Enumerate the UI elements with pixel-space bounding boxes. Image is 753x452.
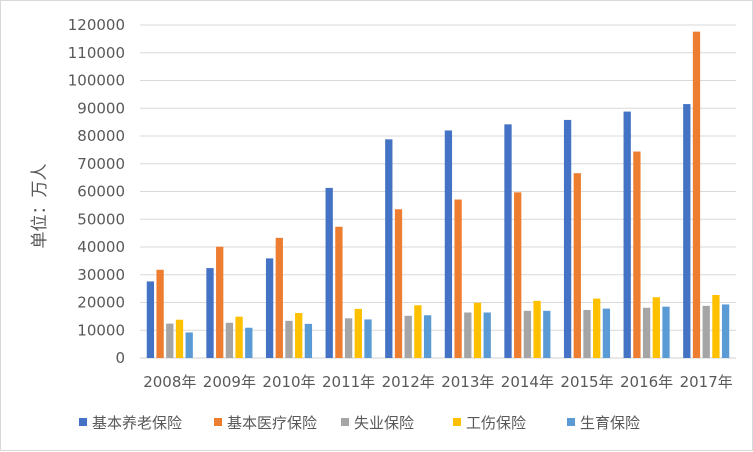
bar [504,124,512,358]
legend-label: 工伤保险 [466,414,526,432]
x-tick-label: 2011年 [322,373,375,391]
bar [385,139,393,358]
bar [175,319,184,358]
legend-swatch [341,418,349,426]
y-tick-label: 90000 [77,99,125,117]
bar [423,315,432,358]
bar [295,313,303,358]
x-tick-label: 2008年 [143,373,196,391]
bar [304,323,313,358]
legend-swatch [79,418,87,426]
bar [344,318,353,358]
y-tick-label: 30000 [77,266,125,284]
y-axis: 0 10000 20000 30000 40000 50000 60000 70000 8000… [68,16,125,367]
bar [543,310,551,358]
bar [533,300,541,358]
bars [146,31,730,359]
bar [683,104,691,359]
legend-item: 失业保险 [341,414,414,432]
y-tick-label: 80000 [77,127,125,145]
bar [652,297,660,358]
x-tick-label: 2017年 [680,373,733,391]
bar [245,327,253,358]
bar [364,319,372,358]
x-tick-label: 2013年 [441,373,494,391]
y-tick-label: 120000 [68,16,125,34]
bar [394,209,403,358]
bar [712,295,720,358]
y-axis-label: 单位：万人 [30,164,50,249]
bar [454,199,462,358]
legend-item: 工伤保险 [453,414,526,432]
legend-item: 基本养老保险 [79,414,182,432]
legend-swatch [214,418,222,426]
bar [721,304,730,358]
bar [444,130,453,358]
legend-label: 生育保险 [580,414,640,432]
y-tick-label: 110000 [68,44,125,62]
bar [563,119,572,358]
y-tick-label: 0 [115,349,125,367]
bar [354,308,362,358]
bar [335,226,343,358]
y-tick-label: 70000 [77,155,125,173]
bar [414,305,422,358]
x-axis: 2008年 2009年 2010年 2011年 2012年 2013年 2014年 2015年… [143,373,733,391]
legend-label: 基本医疗保险 [227,414,317,432]
bar [573,173,581,358]
x-tick-label: 2014年 [501,373,554,391]
gridlines [140,24,736,359]
bar [235,316,243,358]
bar [146,281,155,358]
bar [285,320,293,358]
bar [206,268,214,358]
bar [642,307,651,358]
legend-swatch [567,418,575,426]
bar [216,246,224,358]
legend-label: 失业保险 [354,414,414,432]
legend-item: 生育保险 [567,414,640,432]
bar [623,111,631,358]
bar [483,312,491,358]
y-tick-label: 40000 [77,238,125,256]
bar [166,323,174,358]
x-tick-label: 2015年 [560,373,613,391]
y-tick-label: 50000 [77,210,125,228]
legend-swatch [453,418,461,426]
x-tick-label: 2009年 [203,373,256,391]
bar [473,302,482,358]
bar [404,315,412,358]
y-tick-label: 60000 [77,183,125,201]
bar [662,306,670,358]
y-tick-label: 20000 [77,294,125,312]
bar [464,312,472,358]
bar [702,305,710,358]
y-tick-label: 10000 [77,321,125,339]
bar [514,192,522,358]
y-tick-label: 100000 [68,72,125,90]
legend-label: 基本养老保险 [92,414,182,432]
bar [602,308,611,358]
x-tick-label: 2016年 [620,373,673,391]
bar [593,298,601,358]
bar [275,237,283,358]
legend: 基本养老保险 基本医疗保险 失业保险 工伤保险 生育保险 [79,414,640,432]
bar [325,187,333,358]
bar [523,310,532,358]
bar [185,332,193,358]
bar [265,258,274,358]
x-tick-label: 2010年 [262,373,315,391]
x-tick-label: 2012年 [382,373,435,391]
bar [225,322,234,358]
bar [156,269,164,358]
bar [692,31,701,358]
bar [583,309,591,358]
bar [633,151,641,358]
legend-item: 基本医疗保险 [214,414,317,432]
